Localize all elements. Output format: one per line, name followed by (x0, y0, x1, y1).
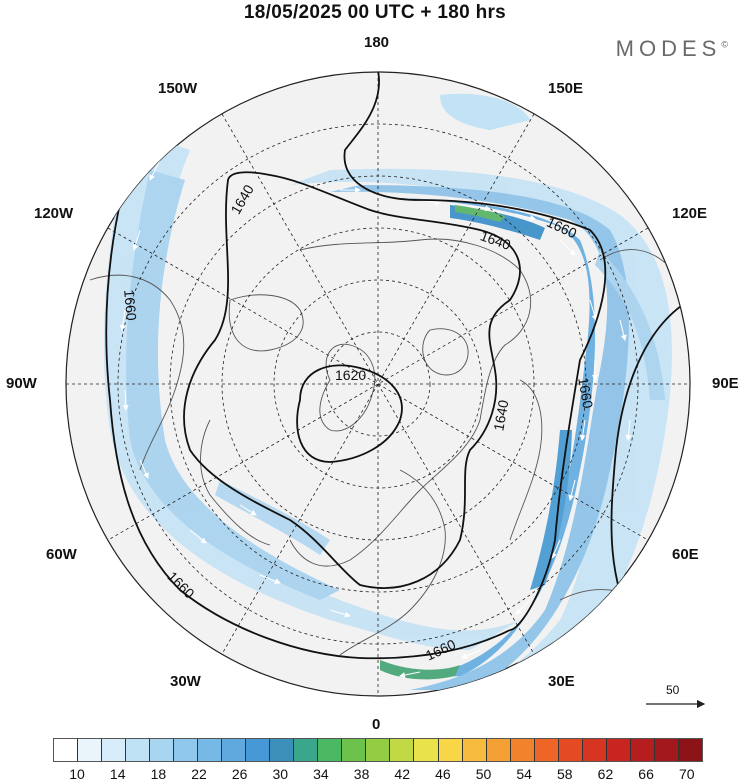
colorbar-tick-label: 62 (597, 766, 614, 782)
colorbar-cell (414, 739, 439, 761)
lon-label-90w: 90W (6, 375, 37, 392)
colorbar-tick-label: 26 (231, 766, 248, 782)
wind-vectors (119, 159, 632, 678)
contour-1660-west (105, 129, 511, 660)
colorbar-tick-label: 18 (150, 766, 167, 782)
colorbar-cell (246, 739, 271, 761)
colorbar-cell (438, 739, 463, 761)
colorbar-cell (606, 739, 631, 761)
lon-label-180: 180 (364, 34, 390, 51)
colorbar-cell (462, 739, 487, 761)
contour-label: 1640 (490, 398, 511, 432)
lon-label-60e: 60E (672, 546, 699, 563)
chart-title: 18/05/2025 00 UTC + 180 hrs (243, 2, 507, 23)
colorbar-cell (390, 739, 415, 761)
colorbar-tick-label: 70 (678, 766, 695, 782)
colorbar-cell (270, 739, 295, 761)
colorbar-cell (558, 739, 583, 761)
colorbar-tick-label: 42 (394, 766, 411, 782)
contour-label: 1660 (575, 376, 596, 410)
lon-label-120w: 120W (34, 205, 74, 222)
lon-label-0: 0 (372, 716, 381, 733)
lon-label-120e: 120E (672, 205, 708, 222)
colorbar-tick-label: 54 (516, 766, 532, 782)
colorbar-cell (126, 739, 151, 761)
lon-label-90e: 90E (712, 375, 739, 392)
colorbar-tick-label: 10 (69, 766, 85, 782)
lon-label-60w: 60W (46, 546, 77, 563)
reference-vector-label: 50 (666, 683, 680, 697)
colorbar-cell (510, 739, 535, 761)
colorbar-cell (486, 739, 511, 761)
lon-label-150e: 150E (548, 80, 584, 97)
colorbar-cell (150, 739, 175, 761)
colorbar-cell (534, 739, 559, 761)
colorbar-tick-label: 30 (272, 766, 289, 782)
lon-label-30e: 30E (548, 673, 575, 690)
brand-logo: MODES© (615, 36, 728, 61)
colorbar-cell (78, 739, 103, 761)
colorbar-cell (294, 739, 319, 761)
colorbar-tick-label: 34 (313, 766, 329, 782)
lon-label-150w: 150W (158, 80, 198, 97)
colorbar-cell (318, 739, 343, 761)
colorbar-cell (654, 739, 679, 761)
colorbar-cell (54, 739, 79, 761)
colorbar-cell (630, 739, 655, 761)
colorbar-cell (198, 739, 223, 761)
colorbar-cell (678, 739, 702, 761)
colorbar-tick-label: 58 (557, 766, 573, 782)
colorbar-tick-label: 38 (353, 766, 370, 782)
colorbar-cell (174, 739, 199, 761)
colorbar-tick-label: 46 (435, 766, 451, 782)
contour-1660-north (343, 72, 607, 631)
colorbar-tick-label: 50 (475, 766, 492, 782)
colorbar-tick-label: 66 (638, 766, 654, 782)
colorbar-cell (102, 739, 127, 761)
colorbar-cell (366, 739, 391, 761)
colorbar-cell (582, 739, 607, 761)
colorbar-tick-label: 14 (109, 766, 126, 782)
colorbar-cell (342, 739, 367, 761)
colorbar-tick-label: 22 (191, 766, 207, 782)
contour-label: 1660 (121, 289, 140, 322)
contour-label: 1620 (335, 367, 366, 383)
lon-label-30w: 30W (170, 673, 201, 690)
contour-1620 (296, 364, 403, 463)
colorbar-cell (222, 739, 247, 761)
colorbar (53, 738, 703, 762)
contour-1640 (183, 171, 521, 589)
